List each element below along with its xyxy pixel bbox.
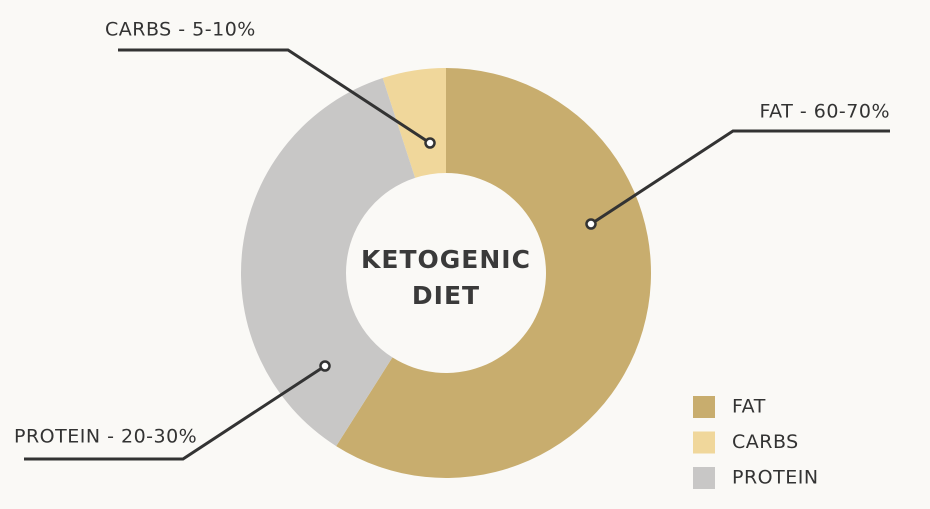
legend-label: CARBS	[732, 431, 799, 453]
legend-label: FAT	[732, 396, 766, 418]
legend-swatch	[693, 396, 715, 418]
leader-dot	[319, 360, 331, 372]
legend-label: PROTEIN	[732, 467, 819, 489]
center-label: KETOGENIC	[361, 245, 531, 274]
legend-swatch	[693, 431, 715, 454]
leader-line	[24, 364, 326, 461]
annotation: CARBS - 5-10%	[105, 19, 256, 41]
annotation: PROTEIN - 20-30%	[14, 426, 197, 448]
leader-dot	[424, 137, 436, 149]
donut-slice	[241, 78, 416, 447]
center-label: DIET	[412, 281, 480, 310]
leader-dot	[585, 218, 597, 230]
leader-line	[118, 48, 431, 145]
leader-line	[590, 129, 890, 226]
legend-swatch	[693, 467, 715, 489]
donut-slice	[382, 68, 446, 178]
donut-slice	[336, 68, 652, 479]
annotation: FAT - 60-70%	[759, 101, 890, 123]
